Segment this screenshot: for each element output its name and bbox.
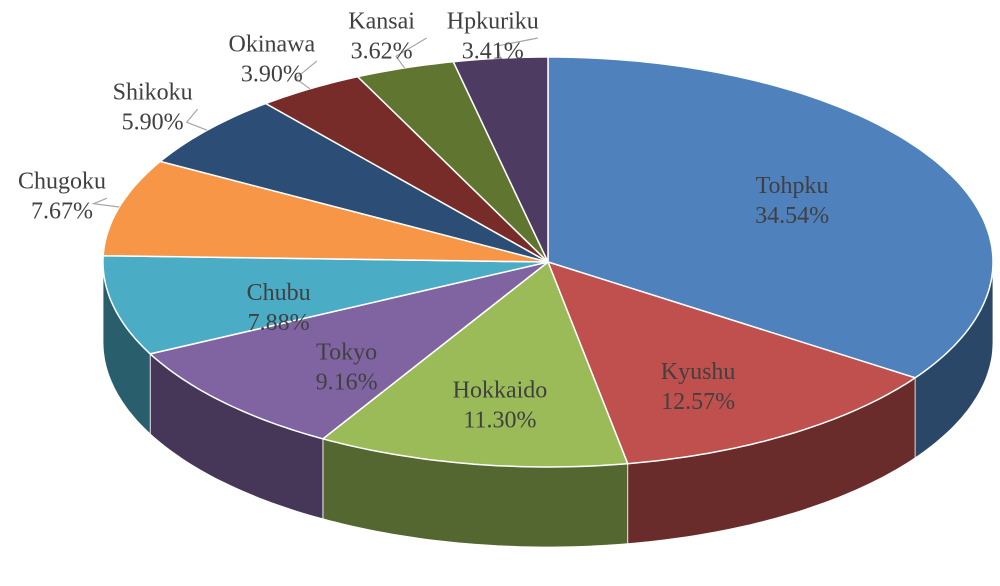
data-label-value: 3.90% [241,62,303,88]
slice [452,56,549,263]
data-label-name: Okinawa [229,32,316,58]
slice [321,260,629,468]
data-label-value: 34.54% [755,203,829,229]
data-label-name: Kyushu [661,359,736,385]
data-label-name: Chubu [247,280,311,306]
data-label-value: 5.90% [122,110,184,136]
data-label-name: Shikoku [113,80,193,106]
leader-line [496,37,538,59]
data-label-value: 11.30% [463,408,536,434]
data-label-name: Chugoku [18,169,106,195]
slice [547,56,994,379]
slice [148,261,549,440]
data-label-name: Tohpku [756,173,829,199]
leader-line [91,197,120,208]
data-label-value: 9.16% [316,369,378,395]
data-label-name: Hpkuriku [447,9,539,35]
data-label-value: 7.88% [248,310,310,336]
data-label-value: 3.62% [351,39,413,65]
leader-line [294,60,318,90]
leader-line [185,108,208,131]
leader-line [395,37,427,69]
slice [102,254,549,355]
data-label-name: Tokyo [316,339,377,365]
slice [546,260,917,465]
data-label-name: Kansai [348,9,415,35]
slice [263,75,549,263]
data-label-name: Hokkaido [453,378,548,404]
data-label-value: 12.57% [661,389,735,415]
data-label-value: 3.41% [462,39,524,65]
data-label-value: 7.67% [31,199,93,225]
